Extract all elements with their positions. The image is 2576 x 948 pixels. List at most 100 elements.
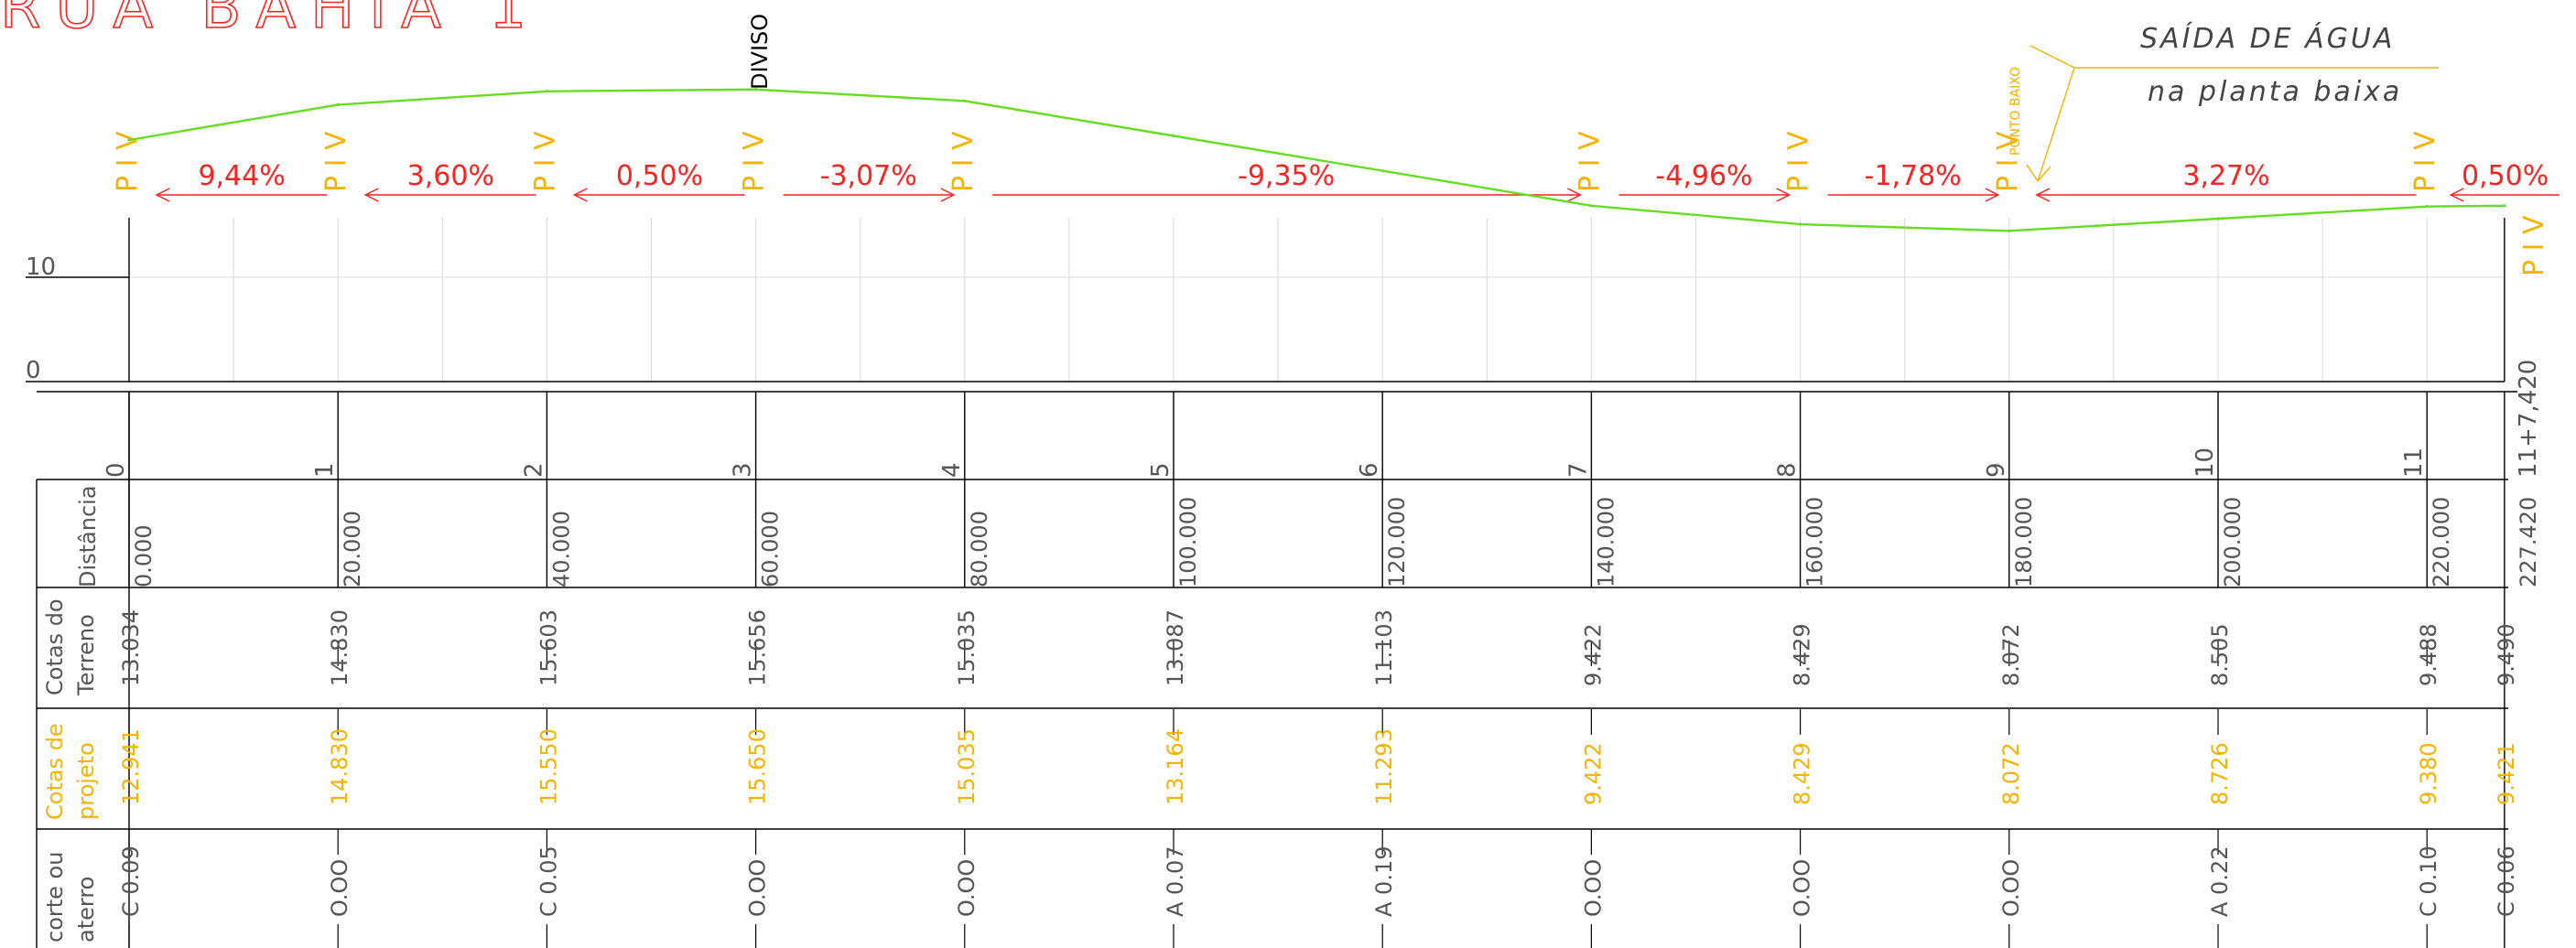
profile-frame	[26, 45, 2517, 948]
station-label: 1	[311, 462, 339, 478]
station-label: 7	[1564, 462, 1592, 478]
low-point-label: PONTO BAIXO	[2008, 67, 2023, 156]
distance-value: 200.000	[2220, 497, 2246, 587]
piv-marker: P I V	[2409, 131, 2441, 192]
piv-marker: P I V	[320, 131, 352, 192]
row-label-corte-1: corte ou	[42, 852, 68, 943]
piv-marker: P I V	[2518, 215, 2550, 276]
station-label: 3	[730, 462, 757, 478]
projeto-value: 9.380	[2416, 742, 2441, 805]
grade-label: -1,78%	[1865, 160, 1962, 192]
corte-value: C 0.06	[2494, 846, 2519, 917]
y-tick-0: 0	[26, 357, 41, 384]
station-label: 9	[1983, 462, 2010, 478]
projeto-value: 13.164	[1163, 728, 1188, 805]
distance-value: 160.000	[1802, 497, 1828, 587]
station-label: 11	[2400, 447, 2428, 478]
profile-point	[1799, 222, 1802, 226]
y-tick-10: 10	[26, 253, 56, 281]
row-label-corte-2: aterro	[73, 877, 99, 943]
piv-markers: P I V P I V P I V P I V P I V P I V P I V P I V…	[112, 131, 2550, 276]
grade-label: 0,50%	[616, 160, 703, 192]
piv-marker: P I V	[529, 131, 561, 192]
leader-arrow-head	[2026, 164, 2051, 183]
profile-point	[1380, 169, 1384, 173]
piv-marker: P I V	[112, 131, 144, 192]
distance-value: 40.000	[548, 511, 574, 587]
profile-point	[2216, 217, 2220, 221]
leader-arrow-line	[2037, 67, 2075, 182]
water-note-line2: na planta baixa	[2148, 76, 2402, 108]
station-label: 4	[938, 462, 966, 478]
terreno-value: 11.103	[1371, 609, 1397, 686]
projeto-value: 8.072	[1998, 742, 2024, 805]
profile-point	[127, 138, 131, 142]
water-note-line1: SAÍDA DE ÁGUA	[2140, 22, 2395, 55]
piv-marker: P I V	[739, 131, 771, 192]
grade-arrow-head	[1567, 188, 1582, 202]
distance-value: 227.420	[2516, 497, 2541, 587]
terreno-value: 8.429	[1790, 623, 1815, 686]
corte-value: O.OO	[954, 859, 980, 917]
corte-value: O.OO	[745, 859, 771, 917]
profile-point	[2425, 205, 2429, 209]
grade-label: 9,44%	[198, 160, 285, 192]
grade-label: -9,35%	[1238, 160, 1335, 192]
profile-grid	[129, 218, 2505, 382]
grade-arrow-head	[940, 188, 956, 202]
corte-value: O.OO	[1998, 859, 2024, 917]
profile-point	[1172, 134, 1175, 138]
distance-value: 80.000	[967, 511, 992, 587]
terreno-value: 15.603	[536, 609, 561, 686]
grade-label: -4,96%	[1655, 160, 1752, 192]
grade-label: -3,07%	[820, 160, 917, 192]
projeto-value: 11.293	[1371, 728, 1397, 805]
division-label: DIVISO	[747, 14, 773, 90]
distance-value: 140.000	[1593, 497, 1618, 587]
grade-arrow-head	[363, 188, 379, 202]
row-label-terreno-1: Cotas do	[42, 598, 68, 695]
grade-arrow-head	[155, 188, 170, 202]
profile-point	[2008, 229, 2011, 232]
corte-value: O.OO	[327, 859, 352, 917]
projeto-value: 9.421	[2494, 742, 2519, 805]
distance-value: 20.000	[340, 511, 365, 587]
piv-marker: P I V	[1574, 131, 1606, 192]
projeto-value: 8.429	[1790, 742, 1815, 805]
corte-value: O.OO	[1790, 859, 1815, 917]
corte-value: A 0.19	[1371, 846, 1397, 917]
terreno-value: 9.422	[1580, 623, 1606, 686]
row-label-projeto-2: projeto	[73, 742, 99, 820]
grade-arrow-head	[1776, 188, 1791, 202]
projeto-value: 12.941	[118, 728, 144, 805]
distance-value: 0.000	[131, 524, 157, 587]
projeto-value: 8.726	[2207, 742, 2233, 805]
corte-value: C 0.05	[536, 846, 561, 917]
terreno-value: 8.505	[2207, 623, 2233, 686]
grade-label: 3,27%	[2182, 160, 2269, 192]
profile-point	[963, 99, 967, 102]
projeto-value: 14.830	[327, 728, 352, 805]
piv-marker: P I V	[1992, 131, 2024, 192]
corte-value: O.OO	[1580, 859, 1606, 917]
station-label: 6	[1356, 462, 1383, 478]
station-label: 8	[1774, 462, 1802, 478]
terreno-value: 9.490	[2494, 623, 2519, 686]
profile-point	[754, 88, 758, 92]
piv-marker: P I V	[947, 131, 980, 192]
grade-label: 3,60%	[407, 160, 494, 192]
profile-point	[545, 90, 549, 93]
corte-value: A 0.22	[2207, 846, 2233, 917]
labels-layer: RUA BAHIA 1 DIVISO SAÍDA DE ÁGUA na plan…	[0, 0, 2402, 943]
distance-value: 100.000	[1175, 497, 1201, 587]
terreno-value: 13.087	[1163, 609, 1188, 686]
grade-label: 0,50%	[2462, 160, 2549, 192]
station-label: 11+7,420	[2515, 360, 2542, 478]
projeto-value: 15.550	[536, 728, 561, 805]
corte-value: A 0.07	[1163, 846, 1188, 917]
profile-point	[1589, 204, 1593, 208]
projeto-value: 15.035	[954, 728, 980, 805]
profile-point	[336, 102, 340, 107]
